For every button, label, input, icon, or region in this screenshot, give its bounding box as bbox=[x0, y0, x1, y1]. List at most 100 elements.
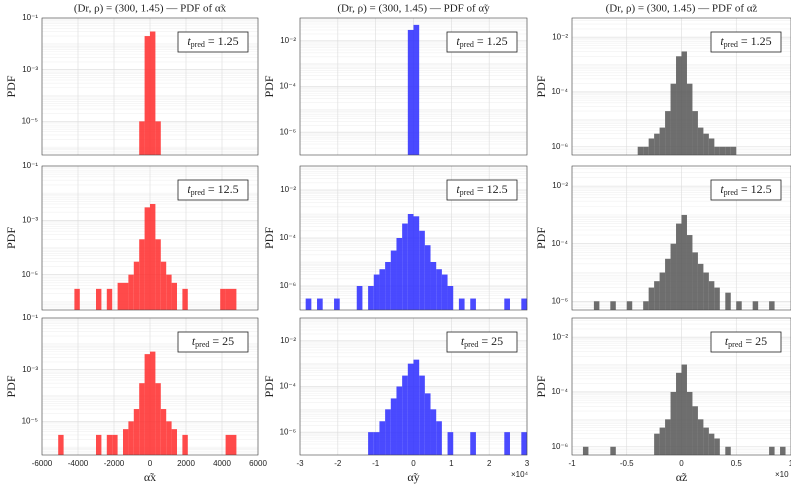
bar bbox=[458, 298, 465, 310]
annotation-box bbox=[446, 331, 518, 353]
y-tick-label: 10⁻¹ bbox=[22, 313, 38, 322]
bar bbox=[413, 24, 420, 155]
bar bbox=[419, 230, 425, 310]
bar bbox=[659, 272, 666, 310]
bar bbox=[379, 269, 386, 310]
bar bbox=[637, 146, 644, 155]
y-tick-label: 10⁻⁵ bbox=[22, 416, 38, 425]
bar bbox=[123, 429, 129, 455]
bar bbox=[665, 419, 671, 455]
bar bbox=[697, 127, 704, 155]
annotation-text: = 25 bbox=[745, 334, 767, 348]
bar bbox=[697, 419, 704, 455]
bar bbox=[752, 301, 759, 310]
bar bbox=[150, 203, 156, 310]
bar bbox=[182, 288, 188, 310]
bar bbox=[402, 223, 408, 310]
y-tick-label: 10⁻² bbox=[280, 36, 296, 45]
bar bbox=[96, 288, 102, 310]
bar bbox=[708, 281, 715, 310]
y-tick-label: 10⁻⁶ bbox=[280, 127, 296, 136]
bar bbox=[447, 286, 454, 310]
x-tick-label: 4000 bbox=[213, 459, 231, 468]
y-axis-label: PDF bbox=[262, 75, 276, 97]
y-tick-label: 10⁻⁵ bbox=[22, 116, 38, 125]
bar bbox=[441, 274, 448, 310]
bar bbox=[379, 421, 386, 455]
bar bbox=[139, 239, 145, 310]
y-axis-label: PDF bbox=[534, 227, 548, 249]
x-tick-label: 0 bbox=[411, 459, 416, 468]
x-tick-label: -1 bbox=[372, 459, 380, 468]
annotation-subscript: pred bbox=[724, 188, 738, 197]
bar bbox=[769, 301, 775, 310]
bar bbox=[356, 286, 363, 310]
bar bbox=[231, 288, 237, 310]
bar bbox=[659, 127, 666, 155]
bar bbox=[780, 446, 786, 455]
x-axis-label: α̃x bbox=[144, 470, 156, 484]
y-tick-label: 10⁻² bbox=[280, 185, 296, 194]
bar bbox=[150, 31, 156, 155]
bar bbox=[419, 375, 425, 455]
bar bbox=[160, 261, 167, 310]
bar bbox=[368, 432, 374, 455]
bar bbox=[692, 111, 698, 155]
axes-box bbox=[41, 165, 259, 311]
y-axis-label: PDF bbox=[262, 375, 276, 397]
histogram-bars bbox=[637, 51, 737, 156]
annotation-subscript: pred bbox=[724, 40, 738, 49]
bar bbox=[686, 235, 693, 310]
axes-box bbox=[41, 317, 259, 456]
bar bbox=[171, 429, 177, 455]
bar bbox=[225, 288, 231, 310]
bar bbox=[144, 36, 150, 155]
y-tick-label: 10⁻⁴ bbox=[551, 87, 568, 96]
annotation-symbol: t bbox=[187, 182, 191, 196]
bar bbox=[182, 434, 188, 455]
bar bbox=[133, 409, 140, 455]
annotation-subscript: pred bbox=[191, 40, 205, 49]
y-axis-label: PDF bbox=[4, 227, 18, 249]
bar bbox=[670, 83, 677, 155]
bar bbox=[686, 391, 693, 455]
annotation-box bbox=[177, 179, 249, 201]
histogram-bars bbox=[58, 351, 237, 455]
chart-title: (Dr, ρ) = (300, 1.45) — PDF of α̃z bbox=[606, 3, 758, 15]
bar bbox=[725, 292, 731, 310]
bar bbox=[708, 433, 715, 455]
y-tick-label: 10⁻³ bbox=[22, 215, 38, 224]
annotation-text: = 12.5 bbox=[741, 182, 772, 196]
bar bbox=[676, 372, 682, 455]
annotation-symbol: t bbox=[456, 34, 460, 48]
y-tick-label: 10⁻⁶ bbox=[280, 427, 296, 436]
annotation: tpred = 25 bbox=[192, 334, 234, 349]
y-tick-label: 10⁻⁵ bbox=[22, 270, 38, 279]
bar bbox=[714, 146, 720, 155]
annotation-symbol: t bbox=[720, 34, 724, 48]
bar bbox=[385, 409, 391, 455]
bar bbox=[424, 245, 431, 310]
bar bbox=[703, 133, 709, 155]
bar bbox=[470, 432, 476, 455]
bar bbox=[697, 263, 704, 310]
bar bbox=[144, 207, 150, 310]
bar bbox=[725, 446, 731, 455]
bar bbox=[373, 432, 380, 455]
y-tick-label: 10⁻⁴ bbox=[279, 382, 296, 391]
y-tick-label: 10⁻⁴ bbox=[551, 239, 568, 248]
bar bbox=[714, 287, 720, 310]
bar bbox=[368, 286, 374, 310]
y-tick-label: 10⁻⁶ bbox=[552, 142, 568, 151]
bar bbox=[385, 262, 391, 310]
bar bbox=[436, 269, 442, 310]
y-tick-label: 10⁻⁶ bbox=[280, 281, 296, 290]
x-tick-label: 0 bbox=[679, 459, 684, 468]
bar bbox=[160, 409, 167, 455]
bar bbox=[231, 434, 237, 455]
bar bbox=[670, 391, 677, 455]
axes-box bbox=[571, 165, 791, 311]
annotation: tpred = 1.25 bbox=[720, 34, 771, 49]
histogram-bars bbox=[305, 214, 527, 310]
y-axis-label: PDF bbox=[534, 375, 548, 397]
